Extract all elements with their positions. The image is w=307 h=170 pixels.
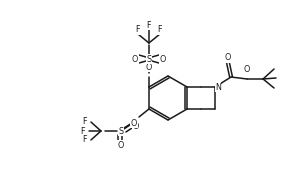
Text: N: N (215, 82, 221, 91)
Text: O: O (118, 140, 124, 149)
Text: F: F (158, 26, 162, 35)
Text: O: O (132, 55, 138, 64)
Text: S: S (119, 126, 123, 135)
Text: O: O (133, 122, 139, 131)
Text: O: O (146, 63, 152, 72)
Text: F: F (147, 21, 151, 30)
Text: O: O (131, 118, 137, 128)
Text: O: O (160, 55, 166, 64)
Text: F: F (83, 117, 87, 126)
Text: O: O (225, 54, 231, 63)
Text: F: F (80, 126, 85, 135)
Text: F: F (136, 26, 140, 35)
Text: F: F (83, 135, 87, 144)
Text: S: S (146, 55, 152, 64)
Text: O: O (244, 65, 250, 74)
